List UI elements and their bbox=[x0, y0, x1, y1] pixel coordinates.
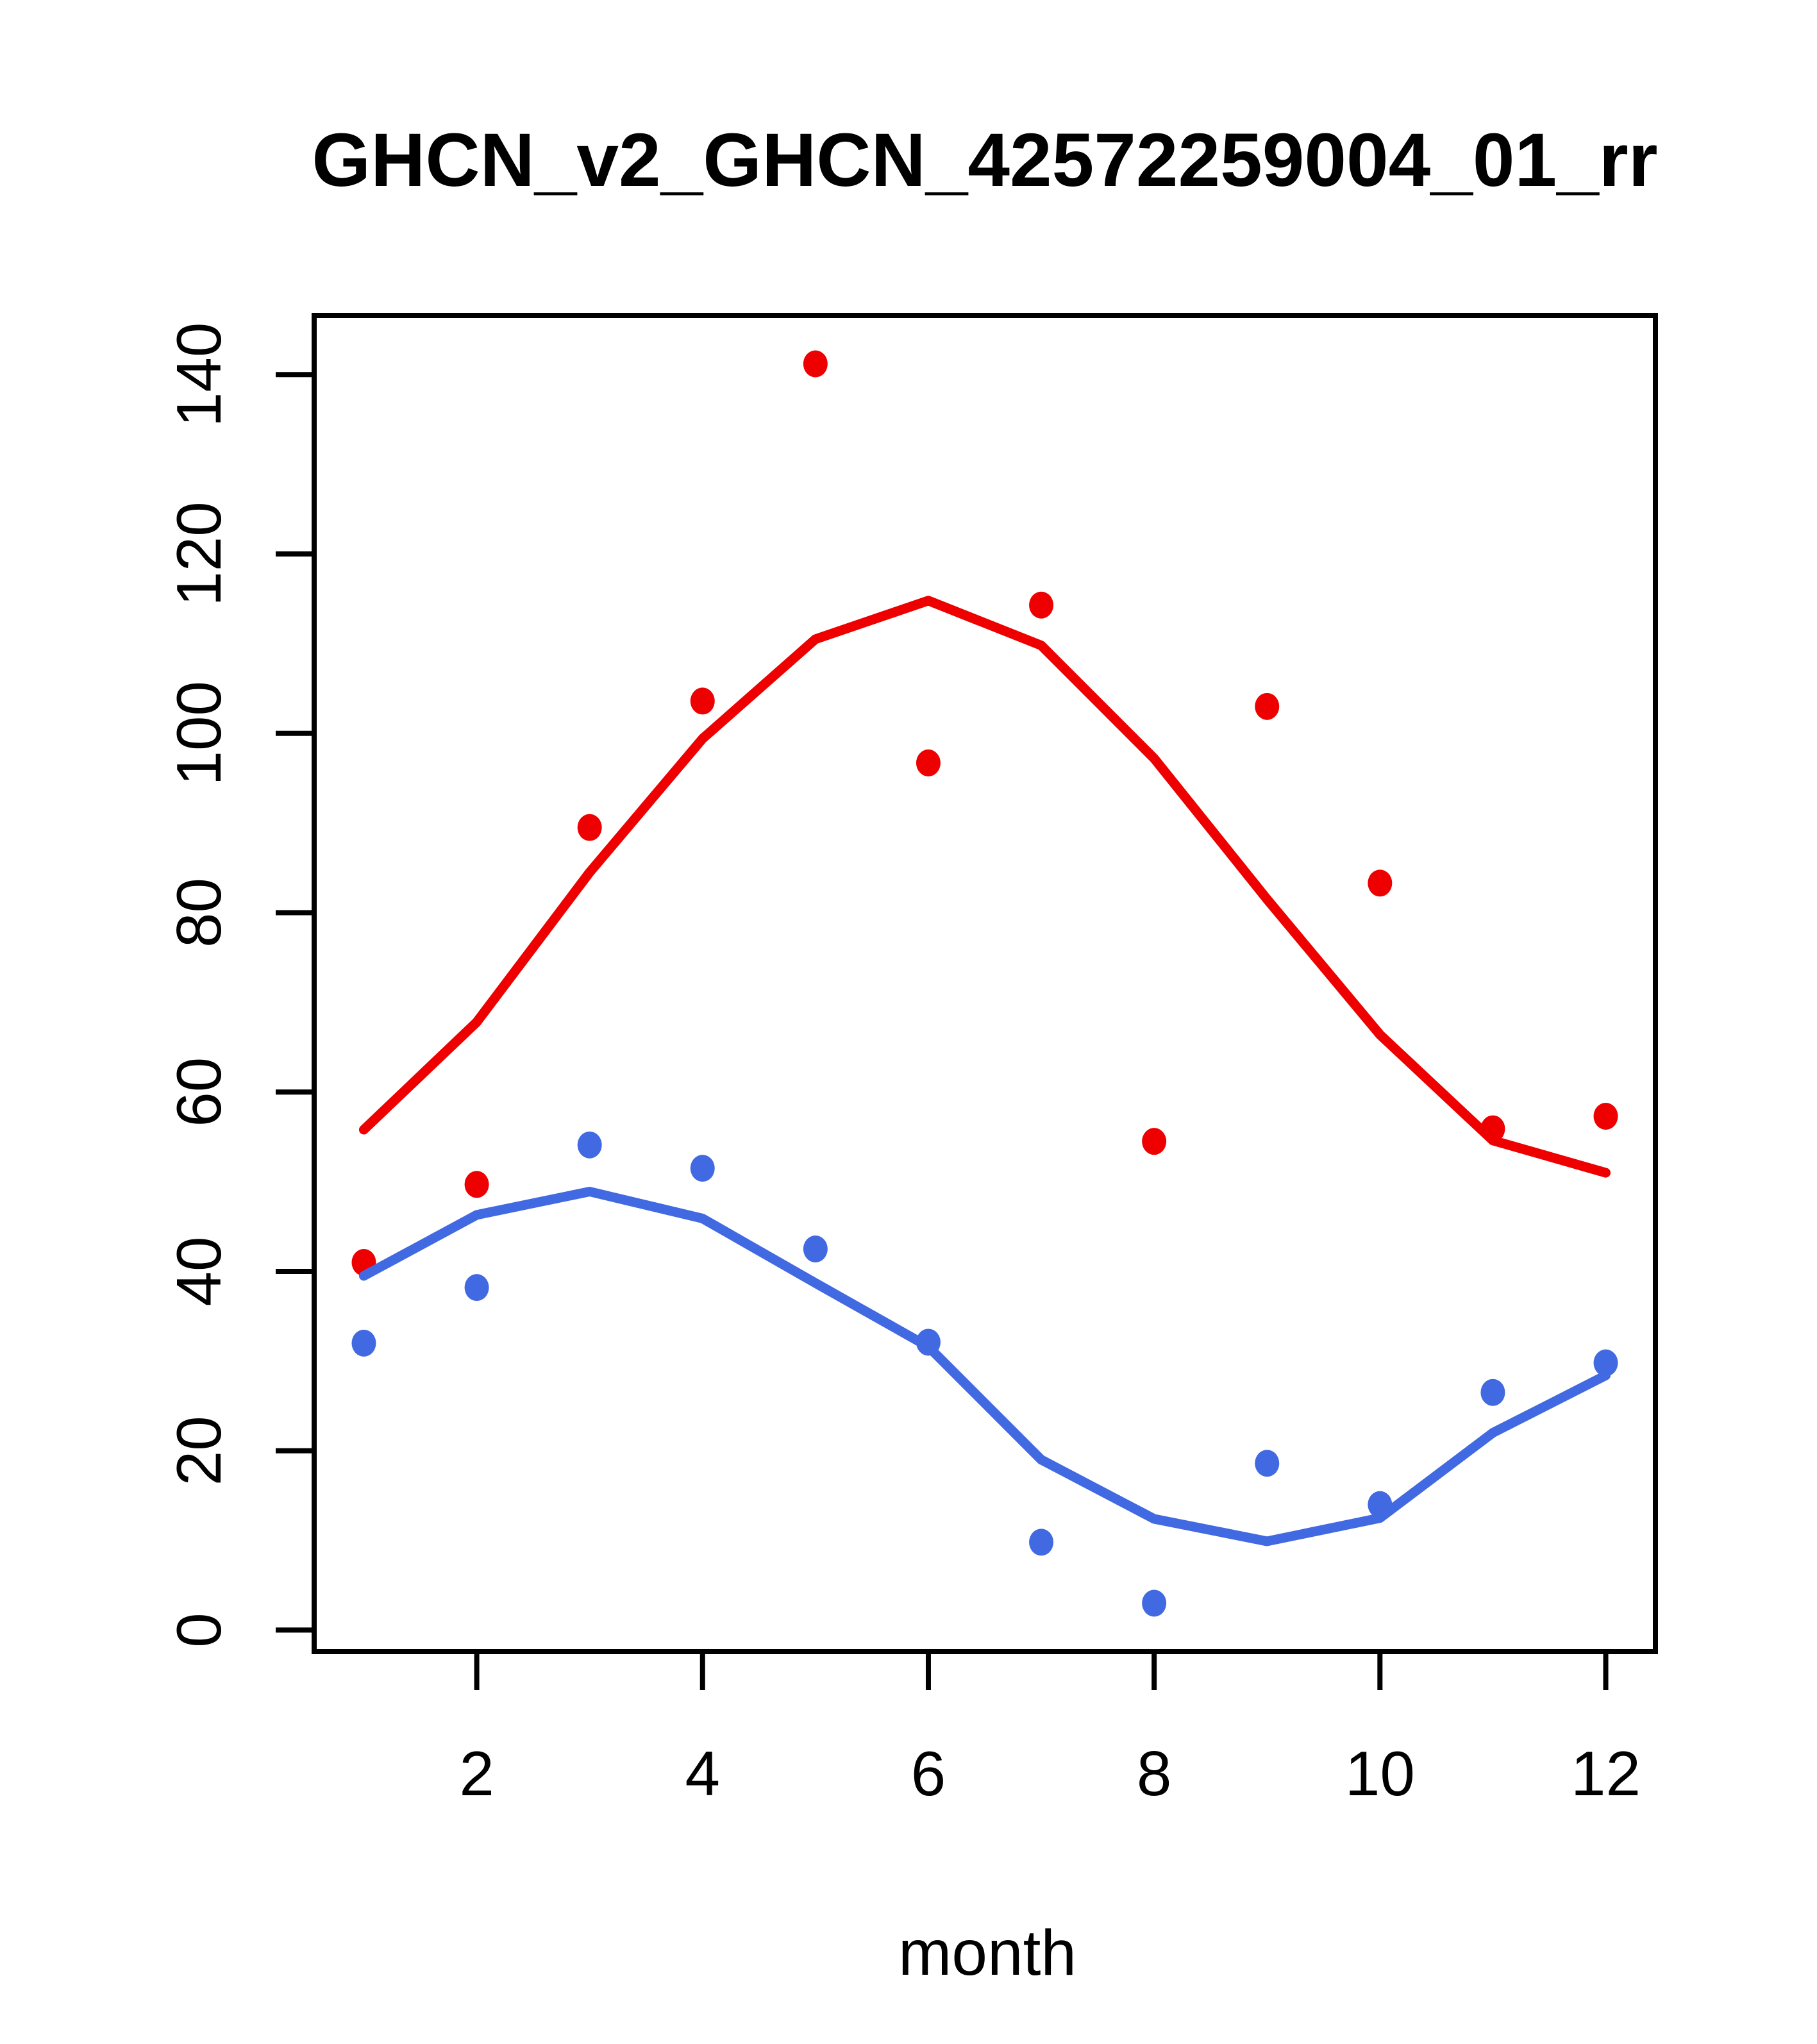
blue-data-point-m2 bbox=[464, 1274, 489, 1302]
x-axis-label: month bbox=[898, 1917, 1076, 1989]
blue-data-point-m5 bbox=[803, 1236, 828, 1263]
y-axis-tick-label: 60 bbox=[163, 1057, 234, 1127]
red-data-point-m6 bbox=[916, 749, 941, 776]
red-data-point-m4 bbox=[690, 687, 715, 715]
blue-data-point-m12 bbox=[1593, 1349, 1618, 1377]
red-smooth-line bbox=[358, 596, 1611, 1178]
red-data-point-m8 bbox=[1142, 1128, 1167, 1155]
chart-title: GHCN_v2_GHCN_42572259004_01_rr bbox=[312, 118, 1657, 203]
blue-data-point-m1 bbox=[351, 1329, 376, 1357]
blue-data-point-m11 bbox=[1480, 1378, 1505, 1406]
red-data-point-m10 bbox=[1368, 869, 1393, 897]
red-data-point-m12 bbox=[1593, 1103, 1618, 1130]
red-data-point-m7 bbox=[1029, 591, 1054, 619]
x-axis-tick-label: 12 bbox=[1571, 1738, 1641, 1809]
data-series bbox=[351, 350, 1618, 1617]
red-data-point-m2 bbox=[464, 1171, 489, 1198]
red-data-point-m9 bbox=[1255, 692, 1280, 720]
plot-box bbox=[312, 313, 1658, 1654]
blue-smooth-line bbox=[358, 1186, 1611, 1546]
x-axis-tick-label: 2 bbox=[459, 1738, 494, 1809]
y-axis-tick-label: 100 bbox=[163, 681, 234, 786]
x-axis-tick-label: 10 bbox=[1345, 1738, 1415, 1809]
x-axis-tick-label: 6 bbox=[911, 1738, 946, 1809]
y-axis-tick-label: 0 bbox=[163, 1613, 234, 1648]
blue-data-point-m3 bbox=[577, 1131, 602, 1159]
x-axis-tick-label: 8 bbox=[1137, 1738, 1172, 1809]
y-axis-tick-label: 20 bbox=[163, 1416, 234, 1486]
red-data-point-m3 bbox=[577, 814, 602, 841]
y-axis-tick-label: 140 bbox=[163, 323, 234, 428]
blue-data-point-m4 bbox=[690, 1155, 715, 1182]
y-axis-tick-label: 120 bbox=[163, 501, 234, 607]
blue-data-point-m7 bbox=[1029, 1529, 1054, 1556]
y-axis-tick-label: 40 bbox=[163, 1236, 234, 1306]
y-axis-tick-label: 80 bbox=[163, 878, 234, 948]
blue-data-point-m9 bbox=[1255, 1450, 1280, 1477]
blue-data-point-m8 bbox=[1142, 1589, 1167, 1617]
x-axis-tick-label: 4 bbox=[685, 1738, 721, 1809]
red-data-point-m5 bbox=[803, 350, 828, 378]
